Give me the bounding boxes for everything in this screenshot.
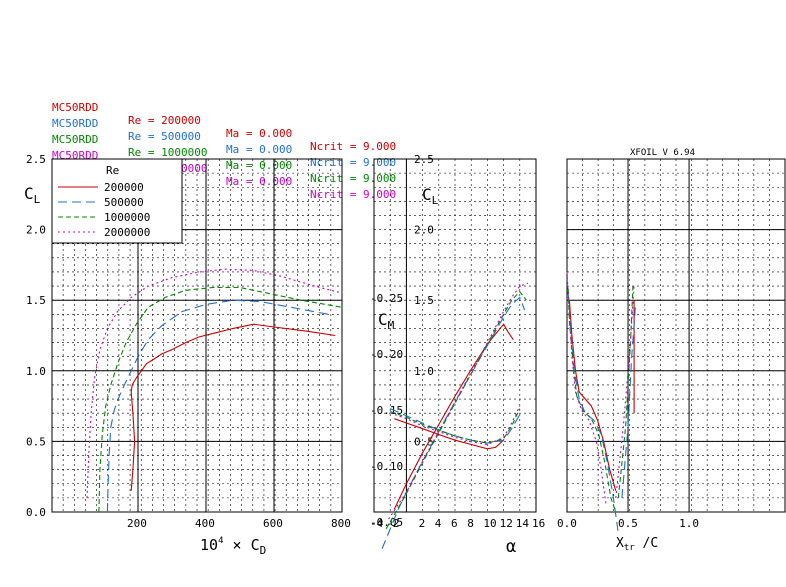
plot-frame	[373, 158, 537, 513]
ncrit-value: Ncrit = 9.000	[310, 188, 397, 201]
transition-curve	[566, 271, 607, 505]
x-axis-label: 104 × CD	[200, 536, 266, 557]
moment-curve	[394, 418, 504, 450]
lift-curve	[393, 323, 514, 510]
ncrit-value: Ncrit = 9.000	[310, 172, 397, 185]
plot-frame	[566, 158, 786, 513]
y-tick-label: 1.0	[26, 365, 46, 378]
y-tick-label: 1.5	[26, 294, 46, 307]
y-axis-label: CL	[24, 184, 41, 206]
reynolds-value: Re = 200000	[128, 114, 201, 127]
y-tick-label: 1.5	[414, 294, 434, 307]
x-tick-label: 1.0	[679, 517, 699, 530]
reynolds-value: Re = 500000	[128, 130, 201, 143]
mach-value: Ma = 0.000	[226, 143, 293, 156]
y2-tick-label: -0.05	[370, 516, 403, 529]
x-tick-label: 12	[500, 517, 513, 530]
polar-line	[98, 286, 343, 513]
ncrit-value: Ncrit = 9.000	[310, 140, 397, 153]
y2-tick-label: -0.15	[370, 404, 403, 417]
x-tick-label: 400	[195, 517, 215, 530]
legend-entry: 200000	[104, 181, 144, 194]
legend-title: Re	[106, 164, 119, 177]
lift-curve	[388, 282, 529, 520]
transition-curve	[621, 307, 636, 498]
legend-entry: 2000000	[104, 226, 150, 239]
transition-curve	[568, 300, 617, 491]
x-tick-label: 0.5	[618, 517, 638, 530]
y2-tick-label: -0.20	[370, 348, 403, 361]
moment-curve	[390, 405, 521, 446]
mach-value: Ma = 0.000	[226, 127, 293, 140]
run-line: MC50RDD Re = 1000000 Ma = 0.000 Ncrit = …	[52, 120, 396, 198]
transition-curve	[615, 286, 635, 498]
lift-curve	[385, 290, 527, 530]
y-tick-label: 0.5	[26, 435, 46, 448]
transition-curve	[617, 286, 634, 498]
legend-box	[51, 158, 183, 244]
plot-frame	[51, 158, 343, 513]
mach-value: Ma = 0.000	[226, 159, 293, 172]
x-tick-label: 2	[419, 517, 426, 530]
airfoil-name: MC50RDD	[52, 101, 99, 114]
moment-curve	[389, 408, 521, 444]
y-tick-label: 0.0	[26, 506, 46, 519]
y-tick-label: 2.0	[26, 224, 46, 237]
xfoil-version: XFOIL V 6.94	[630, 148, 696, 158]
x-axis-label: Xtr /C	[616, 536, 658, 553]
x-tick-label: -2	[386, 517, 399, 530]
y-tick-label: 2.0	[414, 224, 434, 237]
x-tick-label: 800	[331, 517, 351, 530]
y2-axis-label: CM	[378, 310, 395, 332]
x-tick-label: 0.0	[557, 517, 577, 530]
x-tick-label: 10	[483, 517, 496, 530]
y2-tick-label: -0.25	[370, 292, 403, 305]
y2-tick-label: -0.10	[370, 460, 403, 473]
x-tick-label: 4	[435, 517, 442, 530]
x-tick-label: -4	[370, 517, 384, 530]
lift-curve	[381, 296, 526, 549]
legend-entry: 500000	[104, 196, 144, 209]
x-tick-label: 600	[263, 517, 283, 530]
x-tick-label: 6	[451, 517, 458, 530]
polar-line	[86, 268, 343, 498]
y-tick-label: 2.5	[26, 153, 46, 166]
airfoil-name: MC50RDD	[52, 133, 99, 146]
polar-line	[130, 323, 336, 491]
x-tick-label: 14	[516, 517, 530, 530]
x-tick-label: 200	[127, 517, 147, 530]
transition-curve	[567, 288, 617, 513]
y-tick-label: 2.5	[414, 153, 434, 166]
airfoil-name: MC50RDD	[52, 117, 99, 130]
polar-line	[106, 299, 329, 513]
x-axis-label: α	[506, 537, 516, 557]
reynolds-value: Re = 1000000	[128, 146, 208, 159]
legend-entry: 1000000	[104, 211, 150, 224]
run-line: MC50RDD Re = 200000 Ma = 0.000 Ncrit = 9…	[52, 88, 396, 166]
y-tick-label: 1.0	[414, 365, 434, 378]
y-axis-label: CL	[422, 185, 439, 207]
moment-curve	[390, 408, 521, 444]
mach-value: Ma = 0.000	[226, 175, 293, 188]
x-tick-label: 8	[467, 517, 474, 530]
x-tick-label: 16	[532, 517, 545, 530]
y-tick-label: 0.5	[414, 435, 434, 448]
